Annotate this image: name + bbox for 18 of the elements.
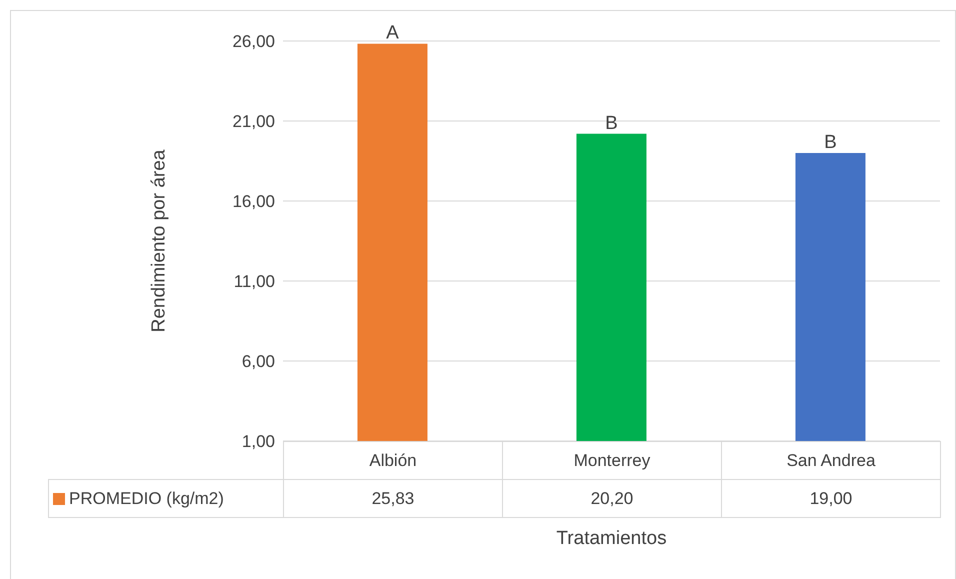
y-tick-label: 21,00 xyxy=(232,112,275,132)
data-label: 20,20 xyxy=(502,479,722,518)
annotation: B xyxy=(824,132,837,153)
legend-label: PROMEDIO (kg/m2) xyxy=(48,479,284,518)
y-tick-label: 11,00 xyxy=(234,272,275,292)
annotation: A xyxy=(386,22,400,44)
x-tick-label: Monterrey xyxy=(502,441,722,480)
annotation: B xyxy=(605,112,618,134)
data-label: 25,83 xyxy=(283,479,503,518)
y-tick-label: 26,00 xyxy=(232,32,275,52)
x-tick-label: San Andrea xyxy=(721,441,941,480)
y-tick-label: 16,00 xyxy=(232,192,275,212)
y-tick-label: 6,00 xyxy=(242,352,275,372)
x-axis-title: Tratamientos xyxy=(555,527,668,551)
y-tick-label: 1,00 xyxy=(242,432,275,452)
y-axis-title: Rendimiento por área xyxy=(148,149,170,332)
x-tick-label: Albión xyxy=(283,441,503,480)
data-label: 19,00 xyxy=(721,479,941,518)
